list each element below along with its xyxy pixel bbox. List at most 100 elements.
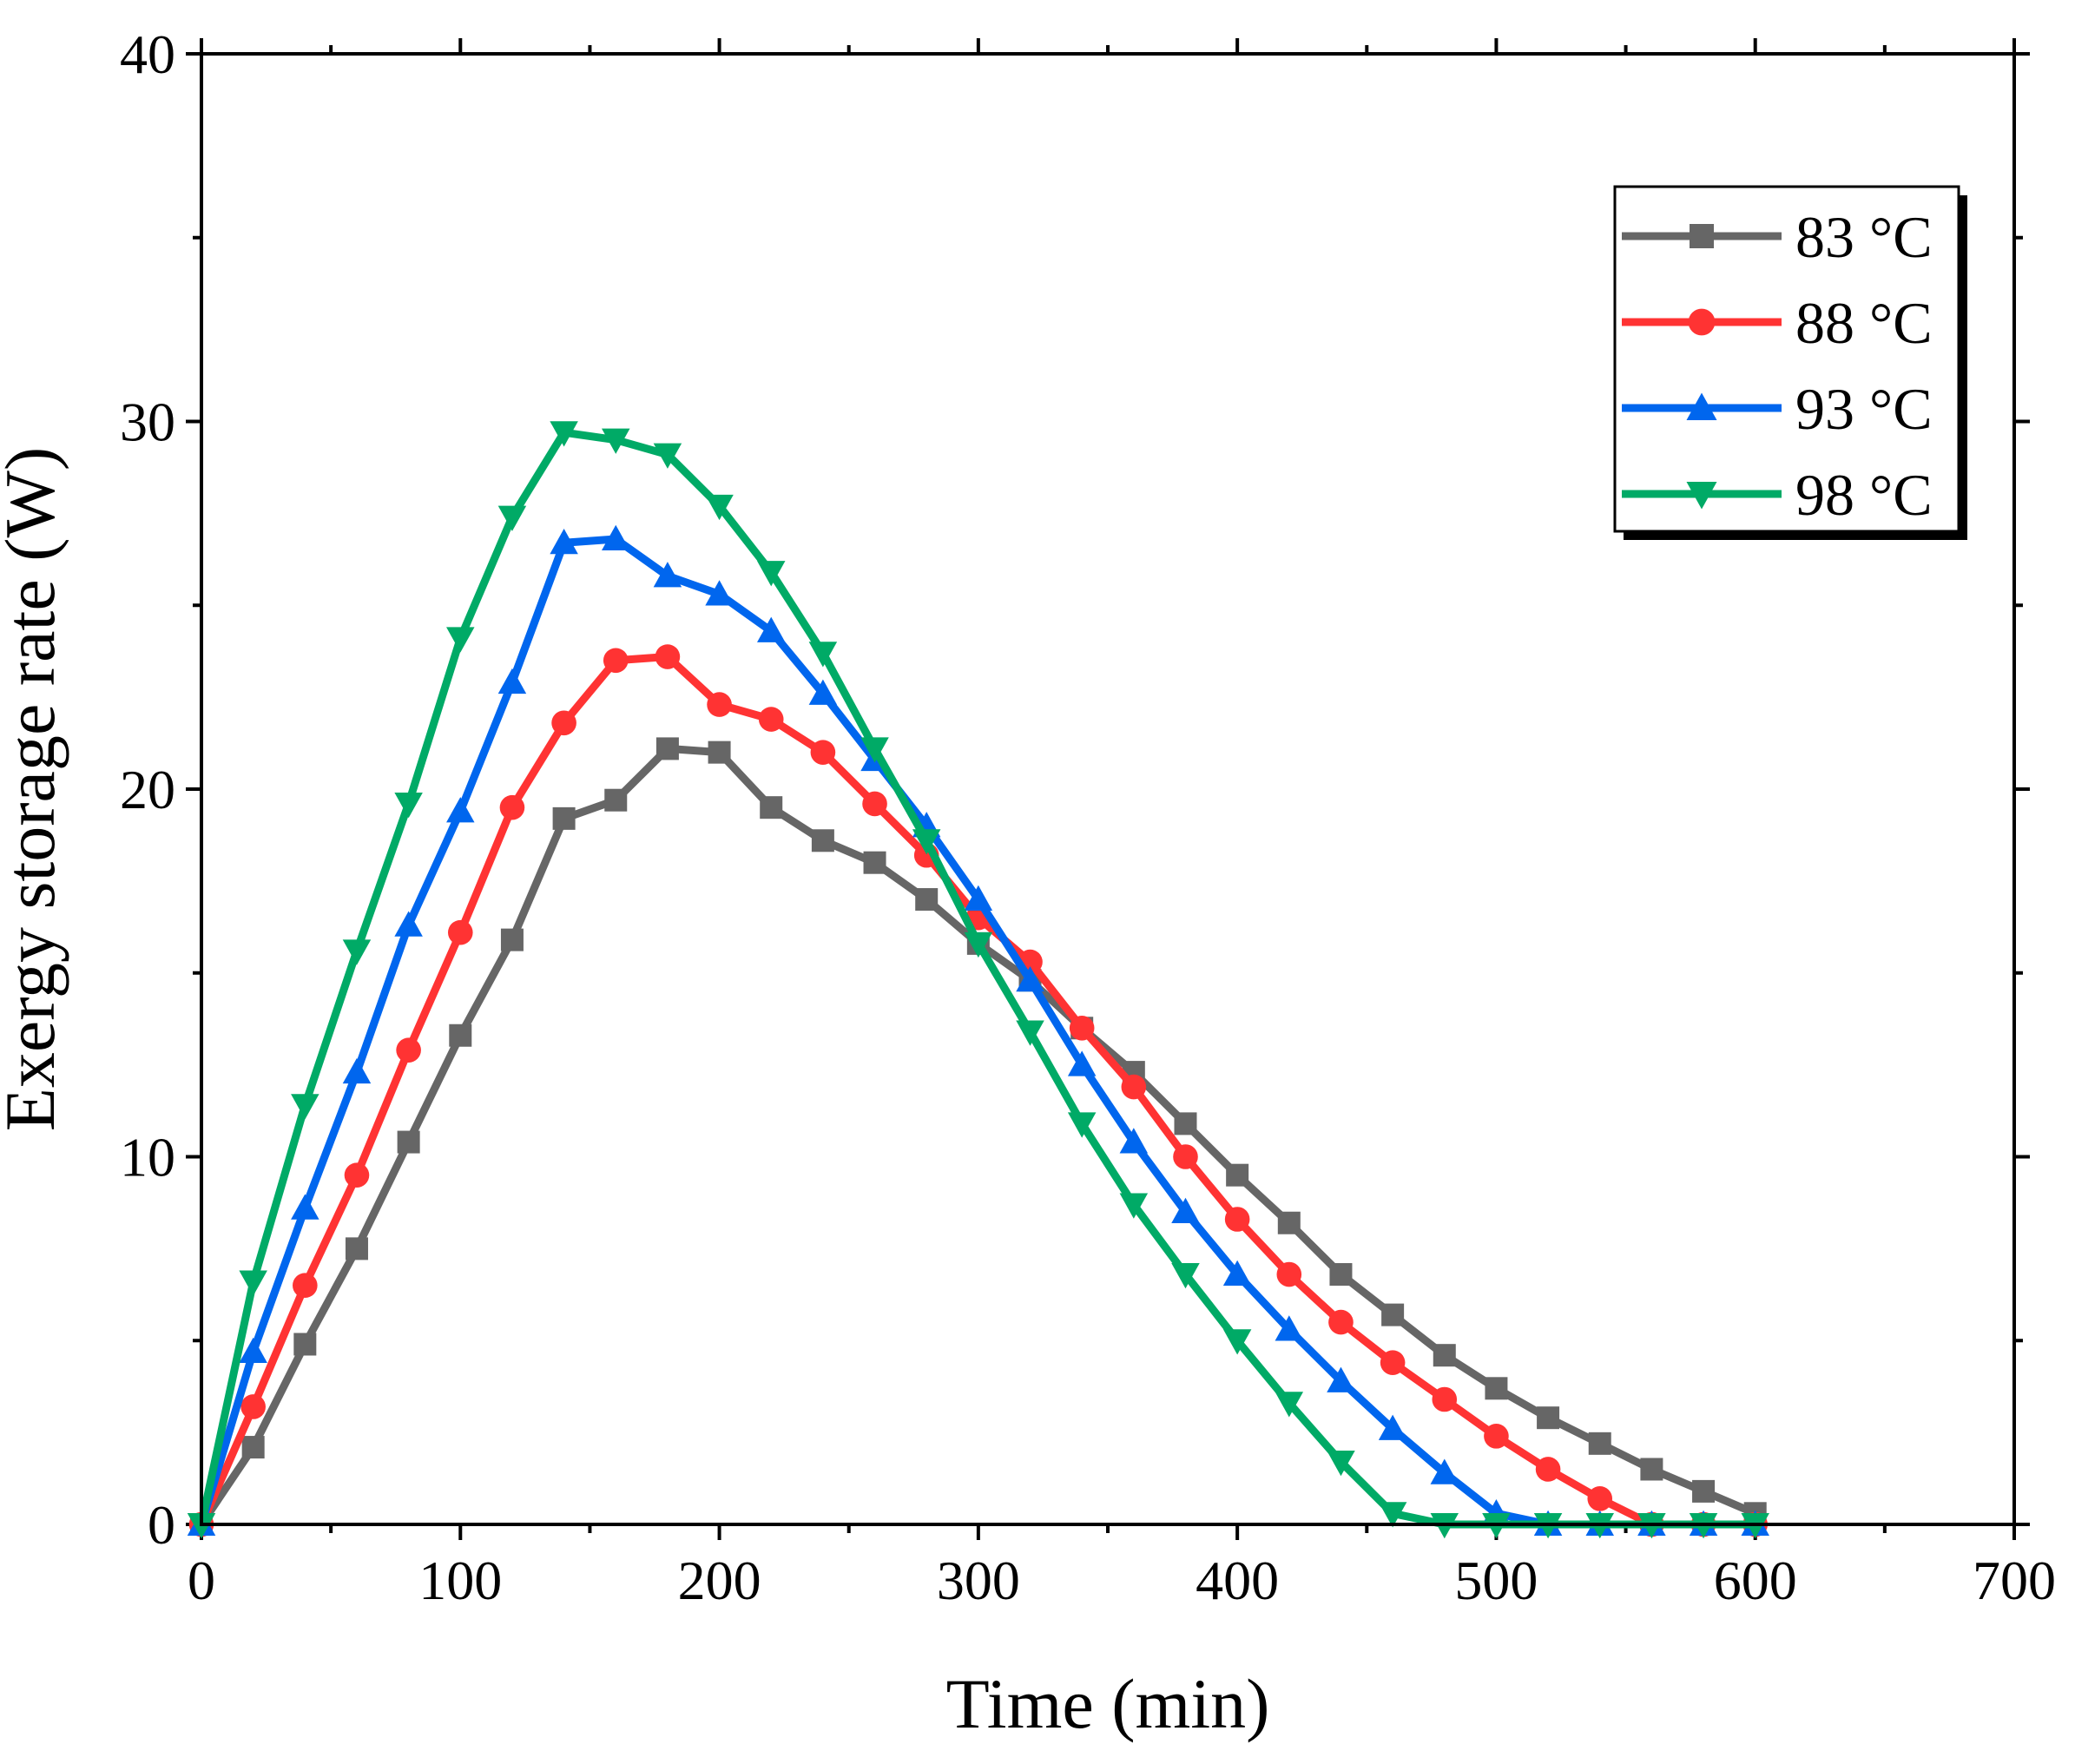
data-point <box>1277 1211 1301 1234</box>
legend-marker <box>1686 392 1717 420</box>
data-point <box>1275 1315 1304 1341</box>
data-point <box>1171 1197 1200 1224</box>
data-point <box>1016 965 1044 992</box>
data-point <box>550 421 578 447</box>
data-point <box>1327 1366 1355 1392</box>
legend-marker <box>1686 482 1717 510</box>
legend-marker <box>1690 224 1714 248</box>
data-point <box>810 740 836 765</box>
legend-label: 98 °C <box>1795 462 1933 528</box>
data-point <box>1328 1309 1354 1335</box>
data-point <box>293 1333 317 1356</box>
data-point <box>808 679 838 705</box>
data-point <box>1327 1451 1355 1477</box>
data-point <box>1226 1163 1249 1187</box>
data-point <box>912 829 941 855</box>
data-point <box>1173 1144 1198 1169</box>
data-point <box>500 928 524 951</box>
data-point <box>1381 1303 1405 1326</box>
x-tick-label: 400 <box>1196 1550 1279 1611</box>
data-point <box>499 794 525 820</box>
data-point <box>551 710 576 736</box>
data-point <box>1587 1486 1613 1511</box>
x-tick-label: 200 <box>678 1550 761 1611</box>
data-point <box>447 919 473 945</box>
data-point <box>915 888 939 912</box>
legend-box <box>1613 185 1960 533</box>
data-point <box>1069 1015 1095 1041</box>
data-point <box>497 668 527 694</box>
data-point <box>1535 1457 1561 1482</box>
data-point <box>1067 1050 1097 1076</box>
legend-label: 88 °C <box>1795 290 1933 356</box>
data-point <box>1588 1432 1611 1455</box>
y-tick-label: 10 <box>120 1127 175 1188</box>
data-point <box>446 627 475 653</box>
data-point <box>1692 1479 1716 1503</box>
data-point <box>342 939 372 965</box>
legend-entry: 93 °C <box>1622 376 1933 442</box>
data-point <box>964 931 993 958</box>
data-point <box>1430 1458 1459 1484</box>
y-axis-title: Exergy storage rate (W) <box>0 447 69 1132</box>
x-tick-labels: 0 100 200 300 400 500 600 700 <box>188 1550 2056 1611</box>
data-point <box>705 580 734 606</box>
data-point <box>604 788 628 812</box>
data-point <box>756 616 786 642</box>
data-point <box>1484 1424 1509 1449</box>
data-point <box>603 648 629 674</box>
x-tick-label: 500 <box>1454 1550 1538 1611</box>
data-point <box>653 443 682 469</box>
data-point <box>655 737 679 760</box>
y-tick-label: 40 <box>120 23 175 85</box>
legend-label: 83 °C <box>1795 204 1933 270</box>
data-point <box>1378 1414 1407 1440</box>
data-point <box>291 1094 319 1120</box>
data-point <box>602 428 630 454</box>
data-point <box>860 737 889 763</box>
data-point <box>756 561 786 587</box>
data-point <box>1224 1207 1250 1232</box>
data-point <box>1432 1386 1458 1412</box>
data-point <box>396 1037 421 1063</box>
data-point <box>1121 1074 1147 1100</box>
data-point <box>345 1237 368 1260</box>
data-point <box>446 797 475 823</box>
data-point <box>760 796 783 819</box>
data-point <box>1485 1377 1508 1400</box>
data-point <box>964 885 993 912</box>
data-point <box>1222 1329 1252 1355</box>
data-point <box>239 1270 267 1296</box>
data-point <box>1171 1263 1200 1289</box>
data-point <box>707 692 732 717</box>
data-point <box>863 851 886 874</box>
y-tick-label: 0 <box>148 1494 175 1556</box>
data-point <box>808 642 838 668</box>
legend-entry: 98 °C <box>1622 462 1933 528</box>
data-point <box>397 1130 420 1154</box>
data-point <box>1016 1020 1044 1046</box>
data-point <box>550 529 578 555</box>
data-point <box>708 740 731 764</box>
legend-entry: 83 °C <box>1622 204 1933 270</box>
x-tick-label: 100 <box>418 1550 502 1611</box>
data-point <box>449 1024 472 1047</box>
data-point <box>758 707 784 732</box>
data-point <box>497 505 527 531</box>
plot-frame <box>200 52 2016 1526</box>
x-tick-label: 0 <box>188 1550 215 1611</box>
data-point <box>1222 1260 1252 1287</box>
data-point <box>241 1436 265 1459</box>
data-point <box>1378 1502 1407 1528</box>
data-point <box>240 1394 266 1419</box>
data-point <box>293 1273 318 1299</box>
data-point <box>655 644 681 669</box>
data-point <box>1329 1263 1353 1287</box>
data-point <box>394 911 423 937</box>
x-tick-label: 300 <box>937 1550 1020 1611</box>
y-tick-labels: 0 10 20 30 40 <box>120 23 175 1556</box>
data-point <box>394 792 423 819</box>
y-tick-label: 30 <box>120 392 175 453</box>
data-point <box>811 829 834 852</box>
data-point <box>1119 1193 1149 1219</box>
